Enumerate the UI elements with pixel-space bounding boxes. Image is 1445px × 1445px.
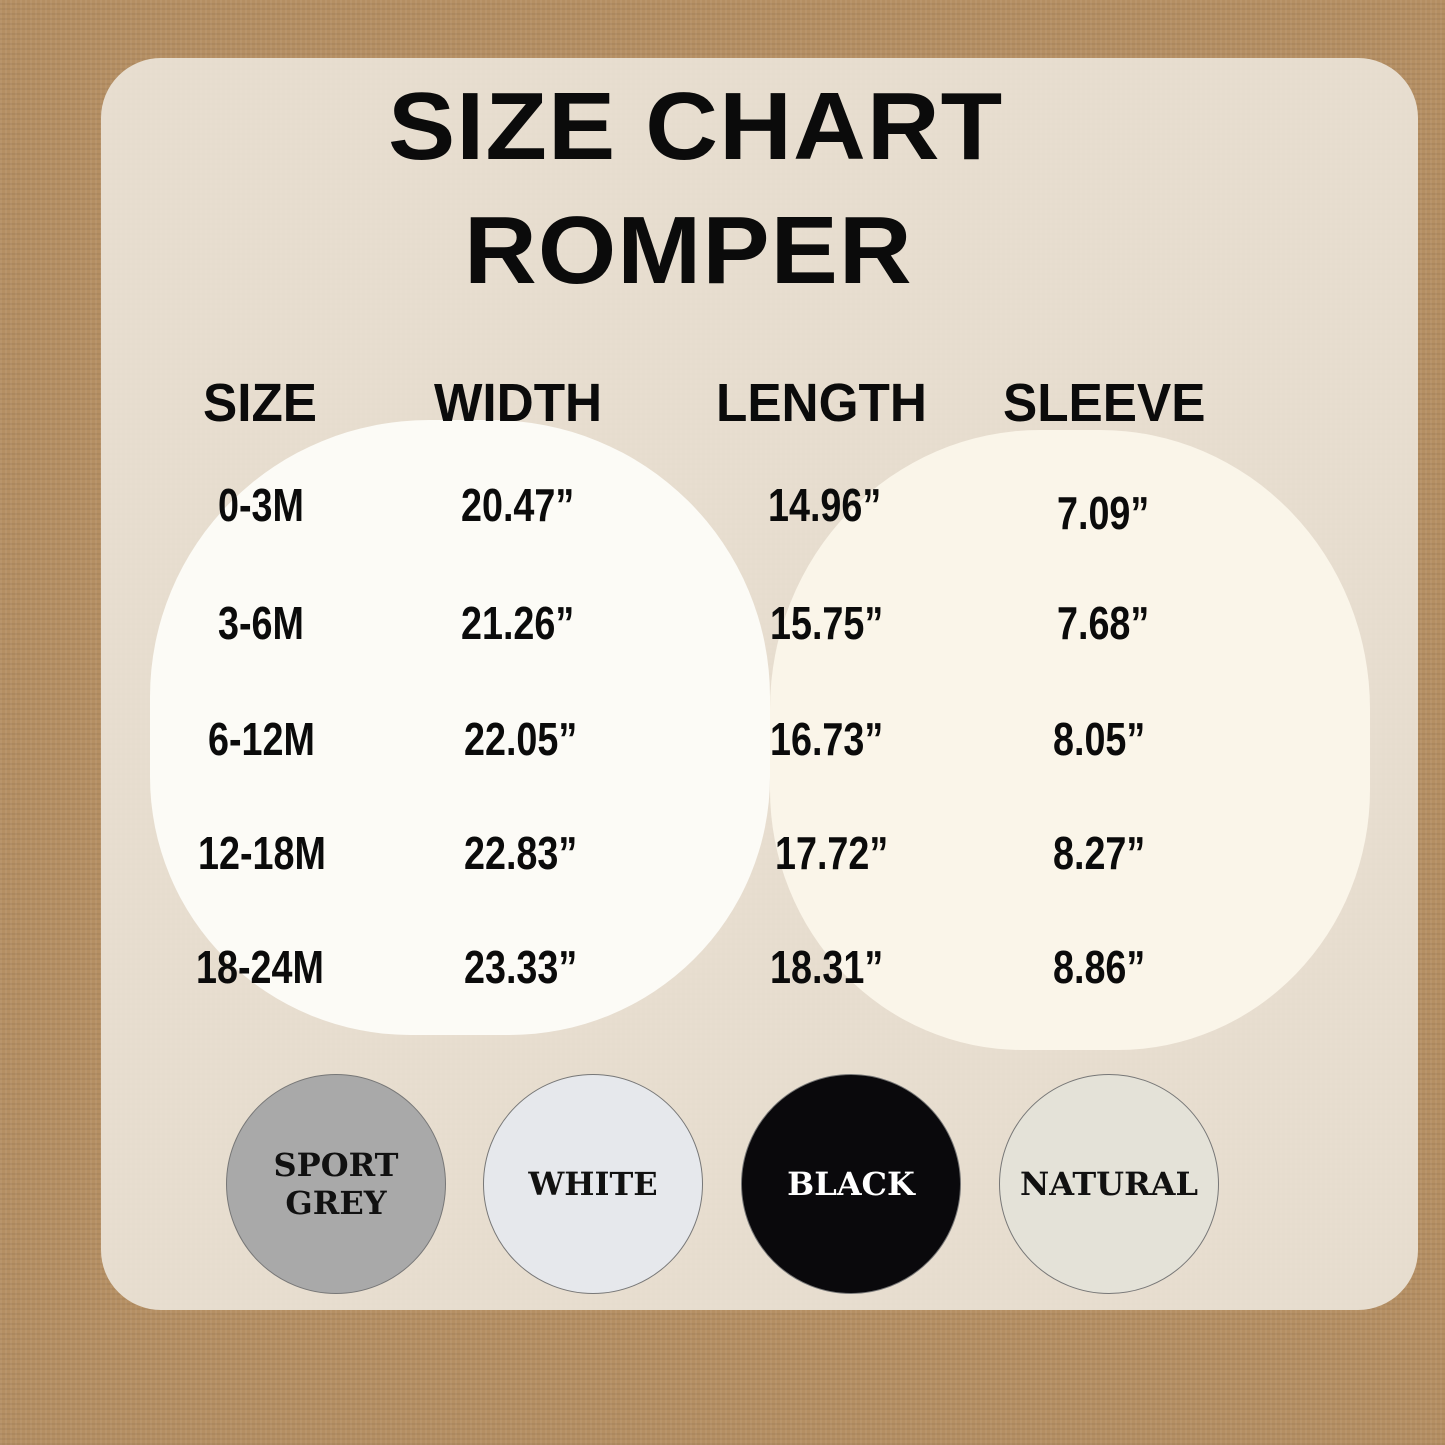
table-cell-length: 17.72” [775,827,889,879]
table-cell-size: 12-18M [198,827,326,879]
table-cell-width: 20.47” [461,479,575,531]
swatch-label: SPORT GREY [273,1145,399,1222]
table-cell-size: 0-3M [218,479,304,531]
title-line-1: SIZE CHART [388,73,1004,180]
table-cell-length: 16.73” [770,713,884,765]
table-cell-width: 23.33” [464,941,578,993]
swatch-label: WHITE [528,1164,658,1203]
natural-romper-image [770,430,1370,1050]
white-romper-image [150,420,770,1035]
column-header-width: WIDTH [434,373,603,433]
table-cell-length: 14.96” [768,479,882,531]
table-cell-width: 21.26” [461,597,575,649]
swatch-sport-grey[interactable]: SPORT GREY [226,1074,446,1294]
table-cell-length: 15.75” [770,597,884,649]
table-cell-sleeve: 8.86” [1053,941,1146,993]
table-cell-size: 6-12M [208,713,315,765]
title-line-2: ROMPER [464,197,913,304]
table-cell-sleeve: 7.68” [1057,597,1150,649]
table-cell-size: 3-6M [218,597,304,649]
table-cell-width: 22.83” [464,827,578,879]
column-header-length: LENGTH [716,373,927,433]
table-cell-sleeve: 8.27” [1053,827,1146,879]
table-cell-width: 22.05” [464,713,578,765]
swatch-natural[interactable]: NATURAL [999,1074,1219,1294]
table-cell-sleeve: 7.09” [1057,487,1150,539]
swatch-label: BLACK [787,1164,915,1203]
swatch-white[interactable]: WHITE [483,1074,703,1294]
column-header-size: SIZE [203,373,318,433]
swatch-label: NATURAL [1020,1164,1198,1203]
column-header-sleeve: SLEEVE [1003,373,1206,433]
table-cell-size: 18-24M [196,941,324,993]
table-cell-sleeve: 8.05” [1053,713,1146,765]
swatch-black[interactable]: BLACK [741,1074,961,1294]
table-cell-length: 18.31” [770,941,884,993]
